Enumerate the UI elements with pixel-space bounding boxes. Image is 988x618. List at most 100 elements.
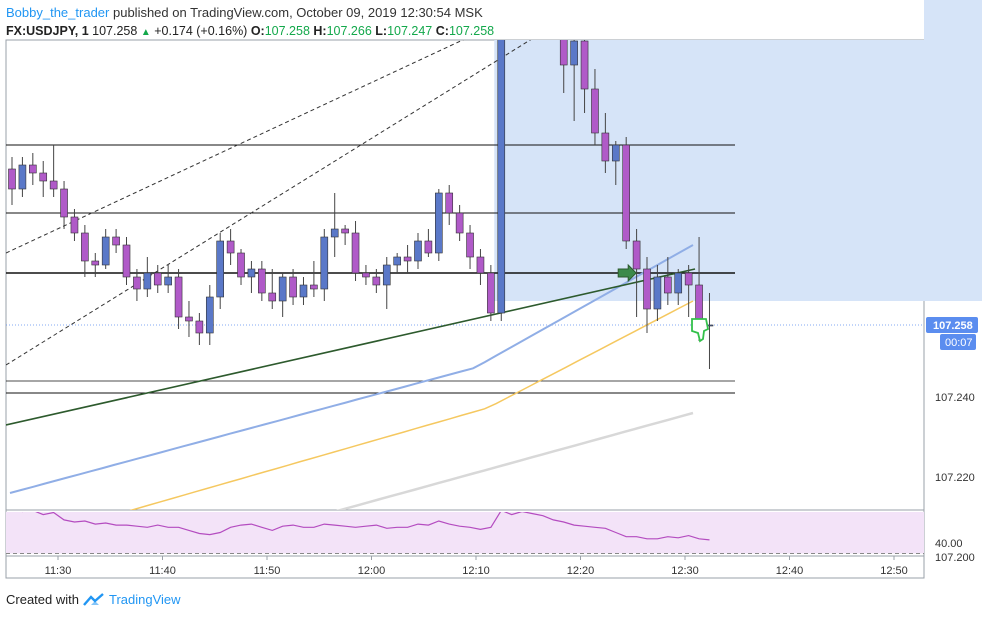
candle-body[interactable] (122, 244, 131, 278)
time-axis-tick-label: 12:30 (671, 565, 699, 577)
candle-body[interactable] (455, 212, 464, 234)
candle-body[interactable] (664, 276, 672, 294)
candle-body[interactable] (601, 132, 610, 162)
candle-body[interactable] (174, 276, 183, 318)
candle-body[interactable] (362, 272, 370, 278)
candle-body[interactable] (653, 276, 662, 310)
open-label: O: (250, 24, 265, 38)
open-value: 107.258 (264, 24, 310, 38)
candle-body[interactable] (382, 264, 391, 286)
candle-body[interactable] (29, 164, 37, 174)
last-price: 107.258 (92, 24, 138, 38)
candle-body[interactable] (497, 0, 506, 314)
price-axis-tick-label: 107.220 (935, 472, 975, 484)
candle-body[interactable] (341, 228, 349, 234)
slow-moving-average-line (335, 411, 694, 510)
candle-body[interactable] (60, 188, 68, 218)
high-value: 107.266 (326, 24, 372, 38)
candle-body[interactable] (185, 316, 193, 322)
candle-body[interactable] (684, 272, 693, 286)
time-axis-tick-label: 11:30 (45, 565, 72, 577)
up-triangle-icon: ▲ (140, 27, 151, 38)
candle-body[interactable] (622, 144, 630, 242)
candle-body[interactable] (487, 272, 495, 314)
thumbs-down-icon[interactable] (691, 318, 710, 343)
candle-body[interactable] (164, 276, 172, 286)
candle-body[interactable] (591, 88, 599, 134)
candle-body[interactable] (18, 164, 27, 190)
price-range-zone[interactable] (494, 0, 924, 301)
candle-body[interactable] (49, 180, 58, 190)
created-with-text: Created with (6, 592, 79, 607)
candle-body[interactable] (632, 240, 641, 270)
time-axis-tick-label: 11:40 (149, 565, 176, 577)
candle-body[interactable] (580, 40, 589, 90)
candle-body[interactable] (330, 228, 339, 238)
candle-body[interactable] (81, 232, 89, 262)
price-axis-tick-label: 107.200 (935, 552, 975, 564)
candle-body[interactable] (393, 256, 401, 266)
candle-body[interactable] (351, 232, 360, 274)
candle-body[interactable] (133, 276, 141, 290)
rsi-band (6, 512, 924, 554)
candle-body[interactable] (445, 192, 454, 214)
candle-body[interactable] (278, 276, 287, 302)
candle-body[interactable] (476, 256, 485, 274)
candle-body[interactable] (153, 272, 162, 286)
tradingview-brand[interactable]: TradingView (108, 592, 181, 607)
symbol-label: FX:USDJPY, 1 (6, 24, 89, 38)
candle-body[interactable] (247, 268, 256, 278)
candle-body[interactable] (466, 232, 474, 258)
candle-body[interactable] (237, 252, 245, 278)
last-price-tag-label: 107.258 (933, 320, 973, 332)
candle-body[interactable] (643, 268, 651, 310)
candle-body[interactable] (310, 284, 318, 290)
candle-body[interactable] (403, 256, 412, 262)
channel-upper-dashed-line[interactable] (6, 0, 735, 254)
candle-body[interactable] (226, 240, 235, 254)
candle-body[interactable] (268, 292, 277, 302)
candle-body[interactable] (8, 168, 16, 190)
author-name[interactable]: Bobby_the_trader (6, 5, 110, 20)
candle-body[interactable] (611, 144, 620, 162)
candle-body[interactable] (112, 236, 120, 246)
candle-body[interactable] (101, 236, 110, 266)
close-label: C: (435, 24, 449, 38)
fast-moving-average-line (9, 244, 694, 494)
low-label: L: (375, 24, 388, 38)
trend-line[interactable] (6, 268, 696, 426)
candle-body[interactable] (414, 240, 422, 262)
candle-body[interactable] (299, 284, 308, 298)
candle-body[interactable] (143, 272, 152, 290)
candle-body[interactable] (91, 260, 100, 266)
price-change: +0.174 (+0.16%) (154, 24, 248, 38)
time-axis-tick-label: 12:40 (776, 565, 804, 577)
countdown-label: 00:07 (945, 337, 973, 349)
candle-body[interactable] (216, 240, 224, 298)
time-axis-tick-label: 12:00 (358, 565, 386, 577)
footer: Created with TradingView (6, 592, 181, 607)
candle-body[interactable] (559, 0, 568, 66)
candle-body[interactable] (205, 296, 214, 334)
candle-body[interactable] (570, 40, 578, 66)
candle-body[interactable] (289, 276, 297, 298)
high-label: H: (313, 24, 327, 38)
right-arrow-icon[interactable] (617, 263, 637, 283)
candle-body[interactable] (70, 216, 79, 234)
candle-body[interactable] (39, 172, 48, 182)
candle-body[interactable] (258, 268, 266, 294)
candle-body[interactable] (674, 272, 683, 294)
time-axis-tick-label: 12:50 (880, 565, 908, 577)
channel-lower-dashed-line[interactable] (6, 0, 735, 366)
candle-body[interactable] (320, 236, 329, 290)
countdown-tag (940, 334, 976, 350)
price-range-zone-axis (924, 0, 982, 301)
rsi-axis-tick-label: 40.00 (935, 538, 963, 550)
last-price-tag (926, 317, 978, 333)
published-text: published on TradingView.com, October 09… (112, 5, 483, 20)
candle-body[interactable] (195, 320, 204, 334)
candle-body[interactable] (372, 276, 381, 286)
candle-body[interactable] (435, 192, 443, 254)
candle-body[interactable] (424, 240, 433, 254)
